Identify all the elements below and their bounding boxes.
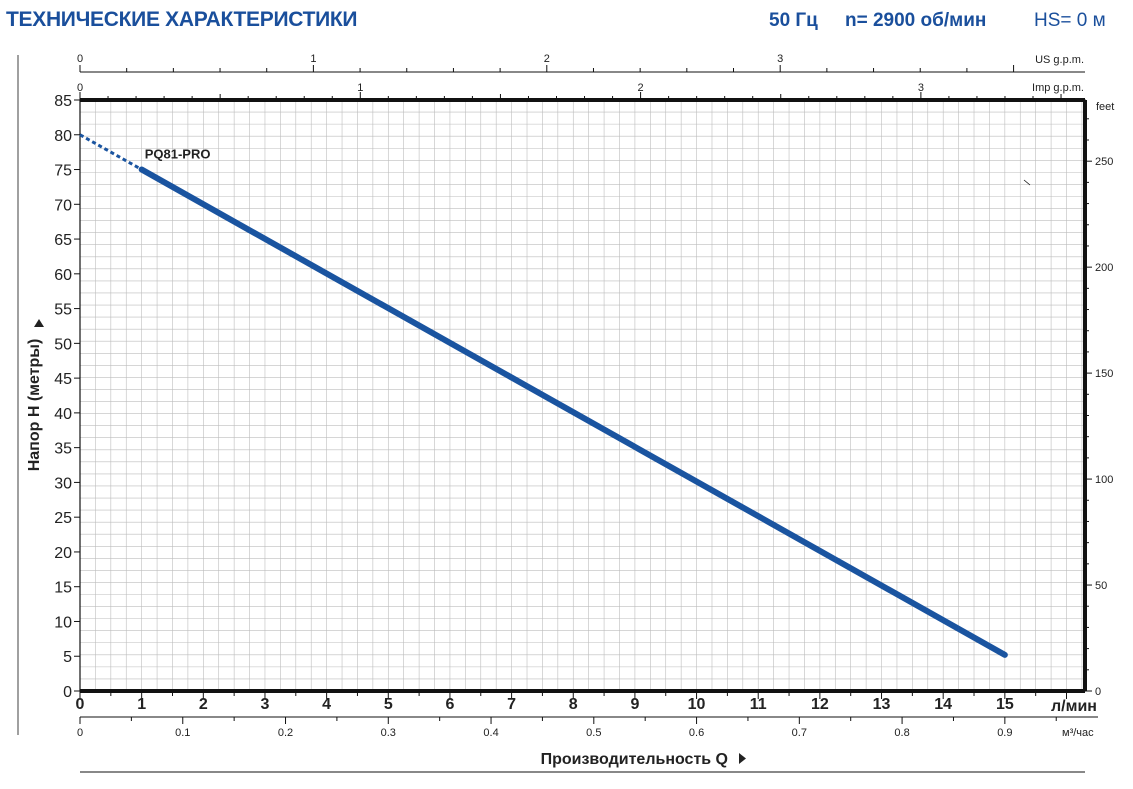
x-tick-label: 7	[507, 696, 516, 713]
y-tick-label: 45	[54, 371, 72, 388]
stray-mark	[1023, 179, 1031, 186]
x-tick-label: 8	[569, 696, 578, 713]
y-tick-label: 50	[54, 336, 72, 353]
x-unit-imp-gpm: Imp g.p.m.	[1032, 82, 1084, 94]
y-tick-label: 35	[54, 441, 72, 458]
m3h-tick-label: 0.6	[689, 727, 704, 739]
us-gpm-tick-label: 1	[310, 53, 316, 65]
y-tick-label: 30	[54, 475, 72, 492]
x-tick-label: 13	[873, 696, 891, 713]
y-tick-label: 85	[54, 93, 72, 110]
curve-pq81-pro	[138, 166, 1008, 658]
x-tick-label: 5	[384, 696, 393, 713]
x-tick-label: 12	[811, 696, 829, 713]
feet-tick-label: 200	[1095, 262, 1113, 274]
curve-extrapolated-dashed	[79, 133, 143, 171]
x-axis-arrow-icon	[739, 753, 746, 764]
m3h-tick-label: 0.9	[997, 727, 1012, 739]
series-layer	[79, 133, 1008, 658]
feet-tick-label: 0	[1095, 686, 1101, 698]
us-gpm-tick-label: 2	[544, 53, 550, 65]
y-tick-label: 60	[54, 267, 72, 284]
y-tick-label: 10	[54, 614, 72, 631]
tick-labels: 0510152025303540455055606570758085050100…	[54, 53, 1113, 739]
axes	[17, 55, 1098, 773]
page-title: ТЕХНИЧЕСКИЕ ХАРАКТЕРИСТИКИ	[6, 8, 358, 31]
x-axis-label: Производительность Q	[541, 751, 728, 768]
feet-tick-label: 100	[1095, 474, 1113, 486]
y-tick-label: 65	[54, 232, 72, 249]
grid	[80, 100, 1085, 691]
x-tick-label: 4	[322, 696, 331, 713]
y-tick-label: 25	[54, 510, 72, 527]
x-tick-label: 1	[137, 696, 146, 713]
feet-tick-label: 50	[1095, 580, 1107, 592]
y-unit-feet: feet	[1096, 101, 1114, 113]
y-tick-label: 0	[63, 684, 72, 701]
m3h-tick-label: 0.5	[586, 727, 601, 739]
x-tick-label: 2	[199, 696, 208, 713]
x-tick-label: 9	[630, 696, 639, 713]
frequency-label: 50 Гц	[769, 10, 818, 31]
y-tick-label: 75	[54, 163, 72, 180]
y-axis-arrow-icon	[34, 319, 44, 327]
imp-gpm-tick-label: 2	[638, 82, 644, 94]
x-tick-label: 6	[445, 696, 454, 713]
imp-gpm-tick-label: 0	[77, 82, 83, 94]
x-tick-label: 10	[688, 696, 706, 713]
x-tick-label: 3	[261, 696, 270, 713]
imp-gpm-tick-label: 3	[918, 82, 924, 94]
feet-tick-label: 250	[1095, 156, 1113, 168]
us-gpm-tick-label: 0	[77, 53, 83, 65]
suction-height-label: HS= 0 м	[1034, 10, 1106, 31]
imp-gpm-tick-label: 1	[357, 82, 363, 94]
us-gpm-tick-label: 3	[777, 53, 783, 65]
y-tick-label: 80	[54, 128, 72, 145]
m3h-tick-label: 0.4	[483, 727, 498, 739]
m3h-tick-label: 0.7	[792, 727, 807, 739]
m3h-tick-label: 0.2	[278, 727, 293, 739]
y-tick-label: 15	[54, 580, 72, 597]
y-tick-label: 55	[54, 302, 72, 319]
m3h-tick-label: 0.8	[894, 727, 909, 739]
m3h-tick-label: 0	[77, 727, 83, 739]
y-axis-label: Напор H (метры)	[26, 339, 43, 472]
y-tick-label: 70	[54, 197, 72, 214]
x-tick-label: 11	[750, 696, 767, 713]
m3h-tick-label: 0.1	[175, 727, 190, 739]
y-tick-label: 20	[54, 545, 72, 562]
m3h-tick-label: 0.3	[381, 727, 396, 739]
feet-tick-label: 150	[1095, 368, 1113, 380]
plot-frame	[79, 99, 1086, 692]
x-unit-us-gpm: US g.p.m.	[1035, 54, 1084, 66]
x-unit-m3: м³/час	[1062, 727, 1094, 739]
x-tick-label: 14	[934, 696, 952, 713]
x-tick-label: 0	[76, 696, 85, 713]
y-tick-label: 40	[54, 406, 72, 423]
x-tick-label: 15	[996, 696, 1014, 713]
x-unit-main: л/мин	[1051, 698, 1097, 715]
speed-label: n= 2900 об/мин	[845, 10, 987, 31]
y-tick-label: 5	[63, 649, 72, 666]
series-label: PQ81-PRO	[145, 147, 211, 162]
